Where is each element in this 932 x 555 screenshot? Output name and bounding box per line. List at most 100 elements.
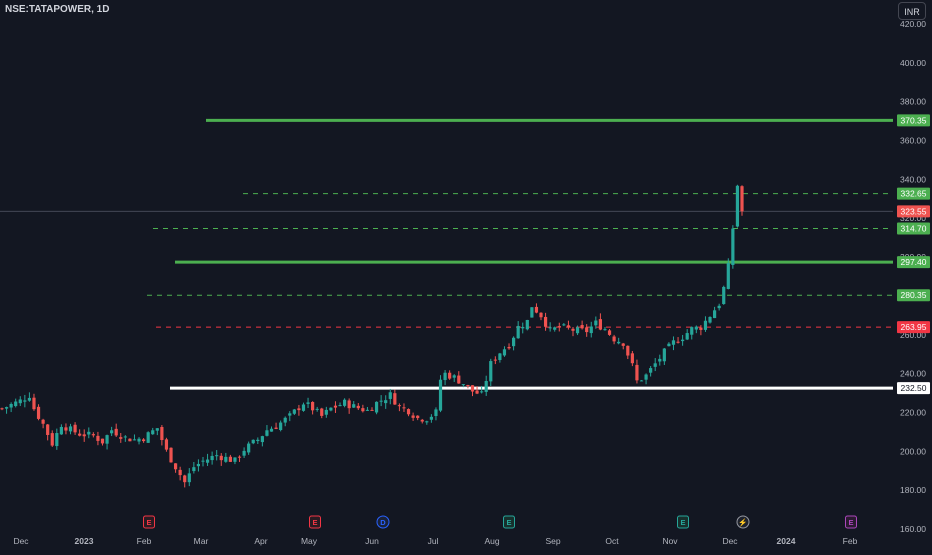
- x-tick-label: May: [301, 536, 318, 546]
- candle-body: [425, 421, 429, 423]
- y-tick-label: 220.00: [900, 407, 926, 417]
- events-group: E E D E E ⚡ E: [143, 515, 857, 529]
- candle-body: [160, 427, 164, 441]
- event-marker-symbol: D: [380, 518, 386, 527]
- candle-body: [146, 432, 150, 443]
- candle-body: [352, 404, 356, 408]
- x-tick-label: Aug: [484, 536, 499, 546]
- candle-body: [374, 401, 379, 413]
- x-tick-label: Feb: [137, 536, 152, 546]
- candle-body: [27, 397, 32, 401]
- candle-body: [68, 426, 73, 432]
- candle-body: [50, 433, 54, 446]
- candle-body: [543, 316, 548, 327]
- candle-body: [119, 437, 123, 439]
- currency-button[interactable]: INR: [898, 2, 926, 20]
- candle-body: [87, 431, 91, 435]
- candle-body: [452, 375, 456, 378]
- candle-body: [630, 353, 634, 364]
- y-tick-label: 380.00: [900, 97, 926, 107]
- candle-body: [279, 422, 283, 431]
- candle-body: [548, 327, 552, 329]
- candle-body: [233, 457, 237, 462]
- candle-body: [580, 325, 584, 329]
- candle-body: [443, 372, 447, 381]
- event-marker: [376, 515, 390, 529]
- y-tick-label: 320.00: [900, 213, 926, 223]
- candle-body: [36, 406, 41, 419]
- candle-body: [132, 439, 137, 441]
- candle-body: [516, 325, 520, 339]
- level-price-label: 232.50: [901, 383, 927, 393]
- level-price-label-bg: [897, 114, 930, 127]
- y-tick-label: 240.00: [900, 369, 926, 379]
- candle-body: [256, 439, 260, 442]
- candle-body: [393, 393, 397, 405]
- level-lines-group: [147, 118, 893, 390]
- candle-body: [575, 327, 580, 334]
- candle-body: [525, 319, 529, 330]
- x-tick-label: Dec: [13, 536, 29, 546]
- candle-body: [347, 400, 351, 409]
- candle-body: [603, 329, 607, 331]
- candle-body: [617, 341, 621, 344]
- event-marker-symbol: ⚡: [738, 518, 747, 527]
- candle-body: [269, 428, 274, 432]
- candle-body: [91, 434, 95, 436]
- candle-body: [151, 430, 155, 435]
- candle-body: [105, 435, 109, 444]
- candle-body: [338, 405, 342, 407]
- y-axis: 160.00 180.00 200.00 220.00 240.00 260.00 280.…: [900, 19, 926, 534]
- event-marker-symbol: E: [506, 518, 511, 527]
- candle-body: [192, 467, 196, 472]
- x-tick-label: Dec: [722, 536, 738, 546]
- candle-body: [224, 456, 228, 462]
- candle-body: [594, 320, 598, 326]
- candle-body: [59, 426, 63, 435]
- candle-body: [676, 341, 680, 343]
- candle-body: [585, 327, 589, 333]
- level-price-label-bg: [897, 321, 930, 334]
- candle-body: [114, 428, 118, 436]
- candle-body: [635, 364, 639, 381]
- candle-body: [681, 339, 685, 342]
- candle-body: [23, 400, 27, 402]
- candle-body: [498, 353, 502, 361]
- y-tick-label: 180.00: [900, 485, 926, 495]
- candle-body: [493, 359, 497, 361]
- x-tick-label: Jun: [365, 536, 379, 546]
- x-tick-label: 2023: [75, 536, 94, 546]
- candle-body: [41, 419, 45, 424]
- candle-body: [137, 438, 141, 442]
- x-tick-label: Feb: [843, 536, 858, 546]
- symbol-title: NSE:TATAPOWER, 1D: [5, 4, 110, 15]
- candle-body: [96, 435, 100, 441]
- level-price-label-bg: [897, 289, 930, 302]
- level-price-label: 280.35: [901, 290, 927, 300]
- candle-body: [502, 349, 507, 356]
- candle-body: [251, 439, 255, 444]
- candle-body: [288, 413, 292, 416]
- candle-body: [201, 460, 205, 462]
- candle-body: [237, 456, 242, 458]
- candle-body: [708, 316, 712, 323]
- candle-body: [196, 463, 201, 467]
- candle-body: [215, 455, 219, 457]
- candle-body: [484, 380, 488, 392]
- y-tick-label: 200.00: [900, 446, 926, 456]
- candle-body: [530, 307, 534, 318]
- candle-body: [379, 400, 383, 402]
- candle-body: [699, 327, 703, 330]
- candle-body: [260, 436, 264, 443]
- candle-body: [0, 408, 4, 410]
- candle-body: [32, 397, 36, 410]
- candle-body: [329, 407, 333, 411]
- x-tick-label: Mar: [194, 536, 209, 546]
- candle-body: [621, 343, 625, 346]
- candle-body: [388, 392, 392, 399]
- x-tick-label: 2024: [777, 536, 796, 546]
- candle-body: [639, 380, 644, 382]
- candle-body: [667, 343, 671, 347]
